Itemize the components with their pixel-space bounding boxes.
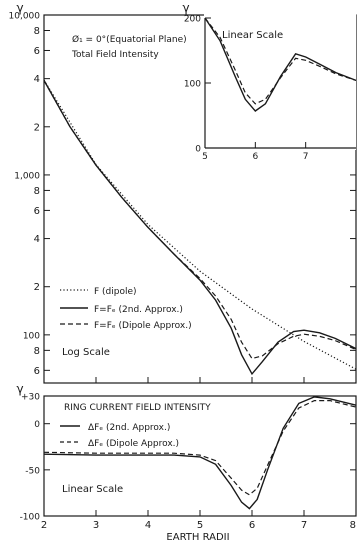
bottom-panel-frame <box>43 395 357 517</box>
bottom-x-tick-label: 6 <box>249 520 255 531</box>
top-panel: γ 10,000 8 6 4 2 1,000 8 6 4 2 100 8 6 Ø₁ = 0°(Equat… <box>9 1 357 384</box>
inset-x-tick-label: 5 <box>202 152 208 162</box>
top-y-tick-label: 6 <box>34 366 40 377</box>
top-annotation-line-2: Total Field Intensity <box>71 50 159 60</box>
top-y-tick-label: 4 <box>34 234 40 245</box>
top-series-solid <box>43 80 357 376</box>
bottom-x-tick-label: 4 <box>145 520 151 531</box>
top-curves <box>43 79 357 376</box>
legend-label-dipole-approx: F=Fₑ (Dipole Approx.) <box>94 321 192 331</box>
bottom-x-ticks: 2 3 4 5 6 7 8 <box>41 510 357 531</box>
top-y-tick-label: 100 <box>23 331 40 341</box>
top-y-tick-label: 8 <box>34 346 40 357</box>
top-y-tick-label: 2 <box>34 122 40 133</box>
inset-x-tick-label: 6 <box>252 152 258 162</box>
top-y-tick-label: 6 <box>34 46 40 57</box>
bottom-x-tick-label: 8 <box>350 520 356 531</box>
bottom-y-ticks: +30 0 -50 -100 <box>20 393 356 523</box>
bottom-series-solid <box>43 396 357 510</box>
bottom-title: RING CURRENT FIELD INTENSITY <box>64 403 211 413</box>
x-axis-title: EARTH RADII <box>166 532 229 542</box>
top-scale-note: Log Scale <box>62 347 110 358</box>
top-y-tick-label: 8 <box>34 186 40 197</box>
legend-label-2nd-approx: F=Fₑ (2nd. Approx.) <box>94 305 183 315</box>
inset-panel: γ Linear Scale 200 100 05 6 7 <box>182 1 357 163</box>
bottom-scale-note: Linear Scale <box>62 484 123 495</box>
top-annotation-line-1: Ø₁ = 0°(Equatorial Plane) <box>72 34 187 45</box>
top-panel-y-unit: γ <box>16 1 23 15</box>
top-y-tick-label: 1,000 <box>14 171 40 181</box>
top-y-tick-label: 6 <box>34 206 40 217</box>
top-legend: F (dipole) F=Fₑ (2nd. Approx.) F=Fₑ (Dip… <box>60 287 192 331</box>
inset-series-solid <box>204 17 357 112</box>
inset-y-unit: γ <box>182 1 189 15</box>
bottom-x-tick-label: 5 <box>197 520 203 531</box>
bottom-panel: γ +30 0 -50 -100 2 3 4 5 6 7 8 RING CURRENT FIELD… <box>16 382 357 542</box>
bottom-x-tick-label: 3 <box>93 520 99 531</box>
bottom-legend-label-dipole: ΔFₑ (Dipole Approx.) <box>88 439 179 449</box>
top-y-tick-label: 10,000 <box>9 12 41 22</box>
top-y-tick-label: 2 <box>34 282 40 293</box>
top-series-dashed <box>43 80 357 360</box>
inset-curves <box>204 17 357 112</box>
bottom-legend-label-2nd: ΔFₑ (2nd. Approx.) <box>88 423 170 433</box>
top-y-tick-label: 8 <box>34 26 40 37</box>
inset-background <box>204 14 356 150</box>
inset-title: Linear Scale <box>222 30 283 41</box>
inset-y-tick-label: 0 <box>195 145 201 155</box>
top-y-tick-label: 4 <box>34 74 40 85</box>
bottom-x-tick-label: 2 <box>41 520 47 531</box>
bottom-y-tick-label: -50 <box>25 466 40 476</box>
bottom-y-tick-label: -100 <box>20 513 41 523</box>
bottom-y-tick-label: 0 <box>34 420 40 430</box>
bottom-y-tick-label: +30 <box>21 393 40 403</box>
inset-y-tick-label: 100 <box>184 80 201 90</box>
inset-y-tick-label: 200 <box>184 15 201 25</box>
legend-label-dipole: F (dipole) <box>94 287 137 297</box>
bottom-x-tick-label: 7 <box>301 520 307 531</box>
bottom-curves <box>43 396 357 510</box>
top-x-ticks <box>43 377 357 383</box>
inset-series-dashed <box>204 17 357 105</box>
inset-x-tick-label: 7 <box>303 152 309 162</box>
bottom-panel-y-unit: γ <box>16 382 23 396</box>
bottom-series-dashed <box>43 400 357 496</box>
inset-ticks: 200 100 05 6 7 <box>184 15 309 163</box>
